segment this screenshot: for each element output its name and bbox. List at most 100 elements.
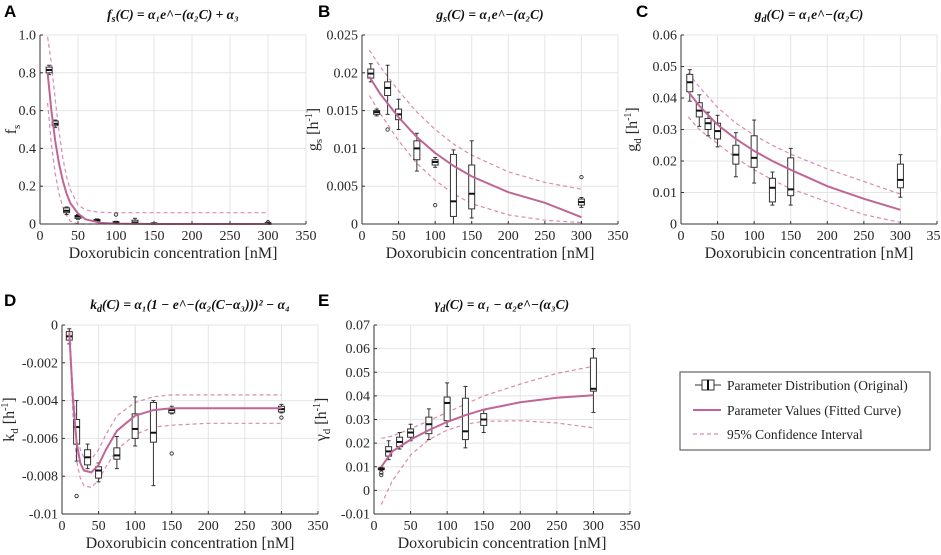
x-tick-label: 50 [392, 229, 406, 244]
x-tick-label: 0 [678, 229, 685, 244]
box-iqr [113, 447, 121, 460]
x-tick-label: 0 [37, 229, 44, 244]
y-tick-label: 0.05 [653, 60, 678, 75]
x-tick-label: 50 [711, 229, 725, 244]
x-tick-label: 150 [461, 229, 482, 244]
panel-a: 0 50 100 150 200 250 300 350 0 0.2 0.4 0.6 0.8 1.0 Dox… [3, 7, 317, 262]
x-tick-label: 50 [71, 229, 85, 244]
ci-lower-c [687, 116, 901, 223]
box-c-150 [787, 147, 795, 206]
x-tick-label: 200 [182, 229, 203, 244]
panel-d: 0 50 100 150 200 250 300 350 -0.01 -0.008 -0.006 -0… [0, 297, 329, 552]
box-c-25 [695, 94, 703, 127]
x-tick-label: 100 [437, 519, 458, 534]
panel-letter-e: E [318, 291, 329, 310]
y-tick-label: 0 [29, 218, 36, 233]
y-axis-label-b: gs [h-1] [304, 108, 325, 151]
y-tick-label: -0.004 [22, 394, 58, 409]
box-e-10 [377, 466, 385, 478]
ci-upper-b [368, 49, 582, 190]
y-tick-label: 0 [351, 218, 358, 233]
y-tick-label: 0.01 [653, 186, 678, 201]
y-tick-label: 0.05 [346, 366, 371, 381]
box-c-125 [768, 171, 776, 206]
box-iqr [461, 397, 469, 441]
outlier-point [169, 451, 174, 456]
y-tick-label: 1.0 [19, 29, 37, 44]
x-tick-label: 150 [780, 229, 801, 244]
y-tick-label: 0 [363, 484, 370, 499]
legend: Parameter Distribution (Original) Parame… [679, 371, 931, 451]
x-axis-label-d: Doxorubicin concentration [nM] [86, 535, 295, 552]
y-tick-label: 0.02 [334, 66, 359, 81]
panel-letter-c: C [636, 2, 648, 21]
y-tick-label: 0.8 [19, 66, 37, 81]
chart-title-c: gd(C) = α₁e^−(α₂C) [754, 7, 863, 25]
chart-title-a: fs(C) = α₁e^−(α₂C) + α₃ [107, 7, 239, 25]
x-tick-label: 200 [498, 229, 519, 244]
box-a-12 [45, 64, 53, 76]
x-tick-label: 150 [473, 519, 494, 534]
box-e-75 [425, 408, 433, 441]
fit-curve-d [68, 332, 282, 474]
x-tick-label: 0 [371, 519, 378, 534]
y-tick-label: -0.002 [22, 356, 58, 371]
box-c-75 [732, 132, 740, 178]
y-tick-label: -0.01 [341, 508, 370, 523]
box-e-300 [589, 348, 597, 413]
x-tick-label: 350 [296, 229, 317, 244]
y-axis-label-d: kd [h-1] [0, 397, 21, 442]
ci-lower-a [47, 102, 268, 225]
y-tick-label: 0.025 [327, 29, 359, 44]
x-tick-label: 250 [853, 229, 874, 244]
x-tick-label: 250 [220, 229, 241, 244]
box-iqr [768, 177, 776, 203]
x-tick-label: 50 [404, 519, 418, 534]
x-tick-label: 100 [425, 229, 446, 244]
y-axis-label-e: γd [h-1] [312, 398, 333, 443]
box-c-300 [896, 154, 904, 198]
box-b-125 [449, 149, 457, 225]
box-b-35 [384, 64, 392, 132]
x-tick-label: 250 [546, 519, 567, 534]
ci-lower-d [68, 336, 282, 489]
x-tick-label: 350 [620, 519, 641, 534]
y-tick-label: 0.03 [346, 413, 371, 428]
box-d-100 [131, 396, 139, 447]
x-tick-label: 300 [890, 229, 911, 244]
fit-curve-e [380, 394, 594, 468]
outlier-point [579, 174, 584, 180]
box-a-35 [63, 206, 71, 216]
box-e-100 [443, 382, 451, 428]
y-axis-label-a: fs [3, 125, 23, 135]
y-tick-label: 0.2 [19, 180, 37, 195]
y-tick-label: 0.6 [19, 104, 37, 119]
box-d-35 [84, 443, 92, 470]
x-tick-label: 150 [161, 519, 182, 534]
y-tick-label: 0 [670, 218, 677, 233]
y-tick-label: -0.008 [22, 470, 58, 485]
box-iqr [131, 413, 139, 439]
y-tick-label: 0.02 [653, 155, 678, 170]
legend-label-ci: 95% Confidence Interval [727, 427, 863, 442]
box-e-150 [480, 409, 488, 433]
box-iqr [413, 140, 421, 161]
x-axis-label-b: Doxorubicin concentration [nM] [386, 245, 595, 262]
y-tick-label: 0.07 [346, 319, 371, 334]
legend-label-fitted: Parameter Values (Fitted Curve) [727, 403, 901, 418]
box-iqr [896, 163, 904, 189]
outlier-point [279, 415, 284, 420]
box-iqr [443, 396, 451, 422]
box-e-125 [461, 385, 469, 449]
y-tick-label: 0.015 [327, 104, 359, 119]
panel-c: 0 50 100 150 200 250 300 350 0 0.01 0.02 0.03 0.04 0.… [623, 7, 941, 262]
panel-b: 0 50 100 150 200 250 300 350 0 0.005 0.01 0.015 0.02… [304, 7, 629, 262]
box-c-37 [704, 111, 712, 137]
panel-letter-a: A [4, 2, 16, 21]
box-c-50 [714, 114, 722, 148]
ci-upper-d [68, 328, 282, 460]
y-tick-label: 0 [51, 319, 58, 334]
y-tick-label: 0.06 [653, 29, 678, 44]
x-tick-label: 250 [234, 519, 255, 534]
